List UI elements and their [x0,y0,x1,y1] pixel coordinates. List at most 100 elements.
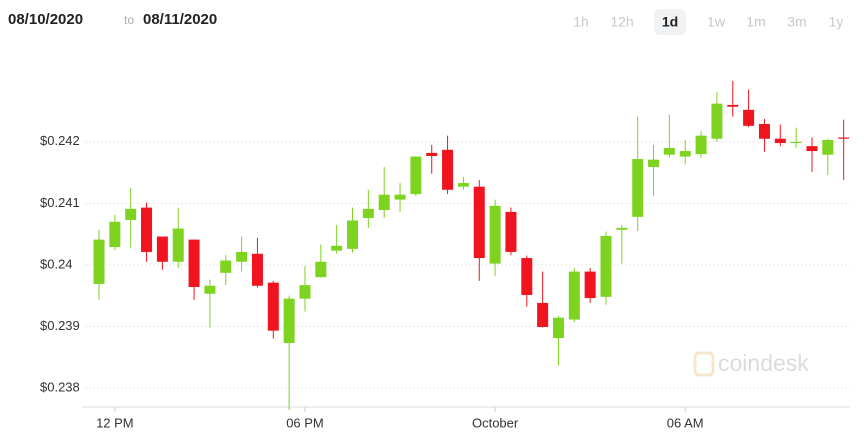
watermark-icon [693,351,715,377]
candle [521,255,533,307]
y-tick-label: $0.242 [40,133,80,148]
candle [758,119,770,152]
candle-body [394,194,406,200]
x-tick-label: October [472,415,519,430]
candle [743,89,755,128]
x-tick-label: 12 PM [96,415,134,430]
candle [537,271,549,328]
candle-body [790,141,802,144]
candle-body [204,285,216,294]
candle [568,267,580,323]
range-button[interactable]: 1y [829,14,844,30]
candle [220,254,232,286]
start-date: 08/10/2020 [8,11,83,28]
candle [315,244,327,278]
range-button[interactable]: 1h [573,14,589,30]
candle-body [711,103,723,139]
candle [632,116,644,232]
candle-body [347,220,359,249]
candle-body [473,186,485,259]
candle-body [236,251,248,262]
candle-body [774,138,786,144]
candle [236,236,248,272]
candle [790,127,802,148]
candle-body [93,239,105,284]
candle [251,237,263,288]
candle-body [568,271,580,320]
range-button[interactable]: 1d [662,14,678,30]
candle-body [125,208,137,220]
candle-body [220,260,232,273]
candle [822,138,834,176]
candle-body [663,147,675,155]
candle [552,315,564,366]
candle-body [695,135,707,155]
watermark-text: coindesk [718,350,809,376]
candle-body [283,298,295,343]
candle-body [156,236,168,262]
candle [410,155,422,196]
candle-body [489,205,501,264]
candle-body [457,183,469,187]
candle [331,224,343,254]
candle-body [141,207,153,252]
candle [663,114,675,158]
range-button[interactable]: 1m [746,14,765,30]
candle [283,295,295,410]
candle-body [315,261,327,278]
candle-body [648,159,660,168]
candle [125,187,137,248]
candle-body [378,194,390,211]
candle [442,135,454,195]
candle-body [600,235,612,297]
range-button[interactable]: 12h [610,14,633,30]
candle [648,144,660,196]
candle-body [806,146,818,152]
candle-body [251,253,263,286]
candle-body [743,109,755,126]
x-tick-label: 06 AM [667,415,704,430]
candle [299,266,311,312]
candle-body [172,228,184,262]
candle [473,179,485,281]
candle [489,199,501,276]
candle [806,137,818,172]
candle [347,207,359,253]
range-button[interactable]: 1w [707,14,726,30]
candle-body [505,211,517,252]
candle [679,139,691,165]
candle [727,80,739,117]
candle [394,183,406,212]
candle [505,207,517,255]
candle-body [267,282,279,331]
candle-body [188,239,200,287]
end-date: 08/11/2020 [143,11,217,28]
candle [426,144,438,174]
candle-body [331,245,343,251]
candle-body [632,159,644,217]
candle-body [299,285,311,299]
candle-body [410,156,422,195]
candle [156,236,168,270]
candle [188,239,200,300]
candle [774,124,786,147]
y-tick-label: $0.239 [40,318,80,333]
candle-body [552,317,564,339]
candle [93,229,105,300]
candle [695,130,707,158]
candle-body [584,271,596,299]
candle-body [616,227,628,230]
candle-body [362,208,374,219]
candle-body [426,152,438,156]
candle-body [679,151,691,157]
candle [711,91,723,142]
candle [172,207,184,268]
candle-body [758,123,770,139]
watermark: coindesk [693,350,809,377]
y-tick-label: $0.241 [40,195,80,210]
candle-body [521,258,533,295]
date-separator: to [124,13,134,27]
candle [616,224,628,264]
range-button[interactable]: 3m [787,14,806,30]
